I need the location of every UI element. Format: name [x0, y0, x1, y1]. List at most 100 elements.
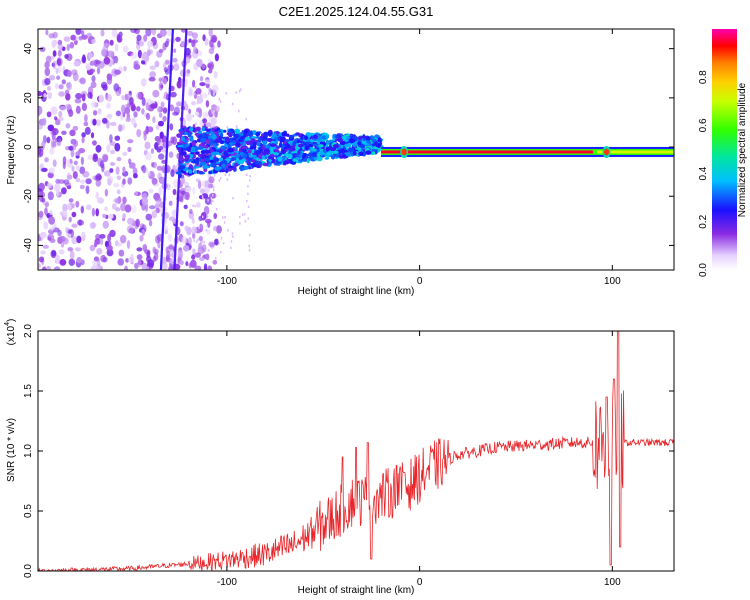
heatmap-noise-cell: [75, 165, 81, 171]
heatmap-speckle: [222, 216, 224, 219]
heatmap-noise-cell: [185, 113, 193, 122]
heatmap-noise-cell: [188, 108, 192, 114]
heatmap-scint-cell: [252, 144, 257, 150]
heatmap-noise-cell: [127, 146, 132, 153]
heatmap-noise-cell: [56, 75, 61, 80]
heatmap-noise-cell: [40, 250, 46, 255]
heatmap-noise-cell: [75, 105, 81, 114]
heatmap-noise-cell: [152, 246, 157, 254]
heatmap-scint-cell: [244, 136, 251, 142]
colorbar-tick-label: 0.6: [698, 118, 709, 132]
heatmap-noise-cell: [147, 171, 151, 177]
heatmap-scint-cell: [373, 141, 379, 146]
heatmap-noise-cell: [204, 79, 211, 85]
heatmap-speckle: [211, 111, 214, 115]
heatmap-noise-cell: [109, 121, 117, 127]
heatmap-noise-cell: [133, 173, 138, 179]
heatmap-noise-cell: [179, 188, 187, 195]
heatmap-scint-cell: [332, 144, 340, 149]
heatmap-noise-cell: [57, 43, 64, 51]
heatmap-scint-cell: [255, 163, 261, 169]
heatmap-noise-cell: [39, 46, 46, 53]
heatmap-noise-cell: [48, 167, 55, 174]
heatmap-scint-cell: [247, 131, 253, 137]
heatmap-noise-cell: [156, 165, 163, 171]
heatmap-scint-cell: [352, 151, 357, 156]
heatmap-noise-cell: [172, 111, 179, 116]
heatmap-noise-cell: [152, 255, 157, 262]
heatmap-noise-cell: [145, 112, 151, 121]
heatmap-speckle: [193, 92, 196, 96]
heatmap-scint-cell: [322, 135, 327, 140]
heatmap-scint-cell: [243, 165, 249, 170]
x-tick-label: 100: [604, 276, 621, 287]
heatmap-scint-cell: [205, 128, 211, 132]
heatmap-noise-cell: [94, 241, 98, 248]
heatmap-noise-cell: [122, 151, 128, 156]
heatmap-noise-cell: [38, 90, 42, 97]
heatmap-noise-cell: [47, 236, 52, 241]
heatmap-noise-cell: [65, 103, 72, 110]
heatmap-scint-cell: [292, 158, 297, 162]
heatmap-speckle: [211, 110, 213, 113]
heatmap-noise-cell: [122, 178, 126, 185]
heatmap-scint-cell: [285, 139, 290, 143]
heatmap-noise-cell: [92, 260, 98, 267]
heatmap-line-core: [381, 150, 594, 154]
heatmap-noise-cell: [154, 135, 161, 142]
heatmap-noise-cell: [149, 71, 157, 78]
heatmap-noise-cell: [184, 103, 189, 111]
heatmap-noise-cell: [69, 158, 73, 164]
heatmap-noise-cell: [160, 101, 165, 108]
heatmap-noise-cell: [56, 57, 63, 67]
heatmap-noise-cell: [116, 242, 122, 247]
heatmap-noise-cell: [90, 132, 95, 139]
heatmap-speckle: [238, 89, 241, 93]
heatmap-speckle: [198, 226, 201, 229]
heatmap-noise-cell: [158, 82, 164, 91]
heatmap-speckle: [195, 240, 198, 243]
heatmap-scint-cell: [358, 151, 364, 156]
heatmap-noise-cell: [57, 179, 65, 184]
heatmap-speckle: [239, 222, 241, 225]
heatmap-noise-cell: [54, 116, 58, 121]
heatmap-scint-cell: [330, 147, 337, 151]
heatmap-scint-cell: [239, 165, 243, 169]
heatmap-speckle: [212, 194, 214, 197]
heatmap-noise-cell: [89, 68, 96, 73]
y-tick-label: 1.5: [23, 384, 34, 398]
y-tick-label: 0: [23, 144, 34, 150]
heatmap-speckle: [226, 178, 229, 181]
heatmap-noise-cell: [69, 250, 75, 260]
heatmap-noise-cell: [136, 129, 142, 138]
heatmap-noise-cell: [72, 144, 77, 151]
heatmap-noise-cell: [214, 238, 219, 246]
colorbar-tick-label: 0.8: [698, 70, 709, 84]
heatmap-noise-cell: [187, 30, 194, 37]
heatmap-noise-cell: [180, 178, 185, 185]
heatmap-scint-cell: [176, 133, 183, 139]
heatmap-noise-cell: [109, 39, 114, 46]
y-tick-label: -20: [23, 189, 34, 204]
heatmap-noise-cell: [85, 65, 91, 71]
heatmap-noise-cell: [212, 259, 218, 265]
heatmap-scint-cell: [292, 144, 296, 148]
heatmap-noise-cell: [75, 178, 81, 183]
heatmap-noise-cell: [102, 154, 109, 163]
heatmap-noise-cell: [185, 191, 190, 201]
heatmap-noise-cell: [141, 97, 146, 106]
heatmap-speckle: [222, 242, 225, 245]
heatmap-noise-cell: [46, 136, 51, 144]
heatmap-scint-cell: [219, 157, 223, 162]
heatmap-noise-cell: [125, 117, 131, 122]
heatmap-noise-cell: [70, 149, 75, 158]
heatmap-noise-cell: [78, 219, 82, 226]
heatmap-scint-cell: [214, 166, 221, 171]
heatmap-noise-cell: [42, 117, 47, 126]
heatmap-noise-cell: [127, 177, 133, 185]
heatmap-scint-cell: [250, 159, 257, 163]
heatmap-noise-cell: [72, 125, 79, 131]
heatmap-noise-cell: [204, 180, 210, 188]
heatmap-scint-cell: [227, 147, 234, 153]
heatmap-speckle: [241, 213, 244, 217]
